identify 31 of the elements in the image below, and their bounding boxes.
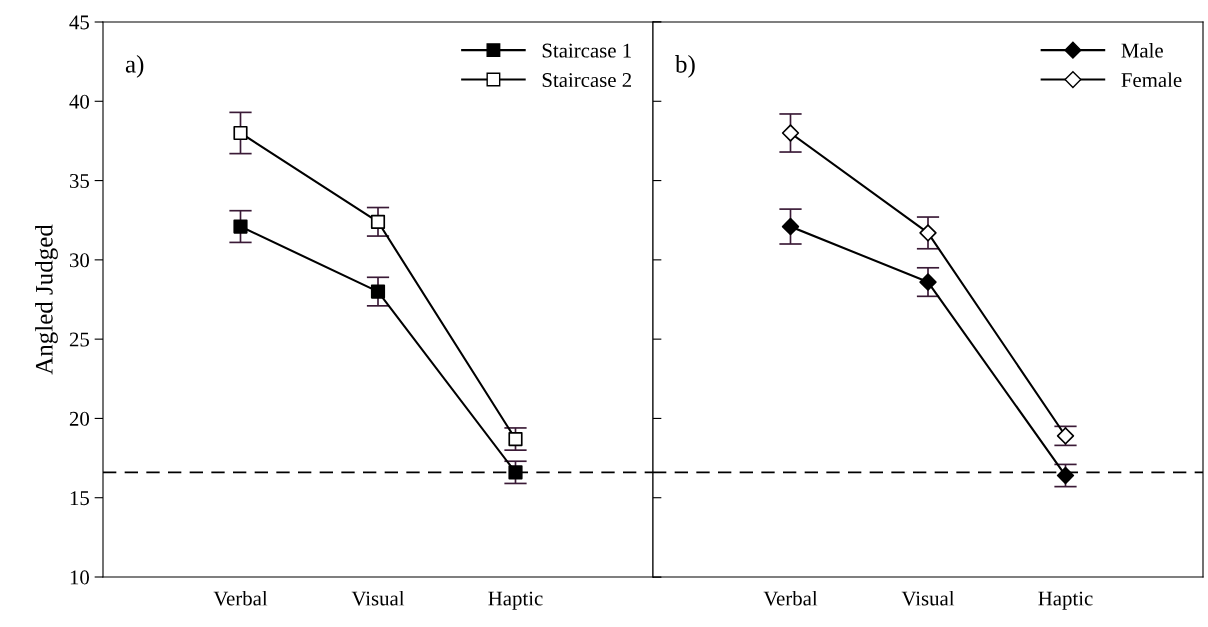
point (781, 217, 800, 236)
y-tick-label: 35 (69, 174, 89, 188)
x-tick-label: Haptic (488, 591, 543, 610)
y-axis-title: Angled Judged (35, 224, 58, 375)
y-tick-label: 40 (69, 94, 90, 109)
point (370, 214, 386, 229)
y-tick-label: 10 (70, 570, 90, 585)
y-tick-label: 25 (69, 332, 89, 347)
x-tick-label: Visual (901, 590, 955, 606)
annotation: b) (675, 55, 695, 78)
point (370, 284, 386, 299)
point (233, 219, 248, 234)
point (919, 224, 937, 242)
legend-label: Staircase 1 (542, 43, 631, 58)
y-tick-label: 30 (69, 253, 90, 268)
x-tick-label: Verbal (763, 590, 818, 606)
point (508, 465, 523, 480)
y-tick-label: 45 (69, 15, 89, 30)
legend-label: Male (1121, 42, 1163, 58)
legend-label: Female (1121, 72, 1182, 88)
annotation: a) (125, 55, 144, 78)
x-tick-label: Visual (351, 590, 405, 606)
point (781, 124, 800, 142)
y-tick-label: 20 (69, 411, 90, 426)
y-tick-label: 15 (70, 491, 89, 506)
point (233, 125, 248, 141)
point (919, 273, 937, 291)
legend-label: Staircase 2 (542, 73, 632, 88)
point (508, 431, 523, 447)
x-tick-label: Verbal (213, 590, 268, 606)
x-tick-label: Haptic (1038, 591, 1093, 610)
